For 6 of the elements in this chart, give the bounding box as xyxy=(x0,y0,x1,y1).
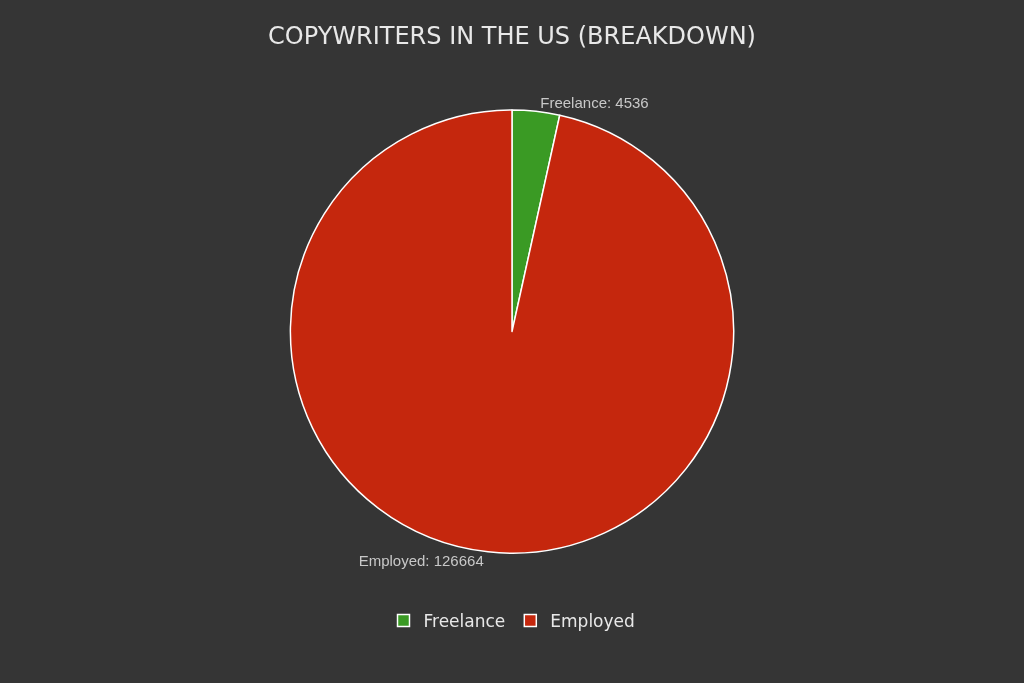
data-label: Employed: 126664 xyxy=(358,551,484,569)
data-label: Freelance: 4536 xyxy=(540,94,649,112)
pie-slice xyxy=(289,109,734,554)
legend-label: Employed xyxy=(550,611,635,632)
chart-title: COPYWRITERS IN THE US (BREAKDOWN) xyxy=(268,22,756,51)
legend-label: Freelance xyxy=(423,611,506,632)
